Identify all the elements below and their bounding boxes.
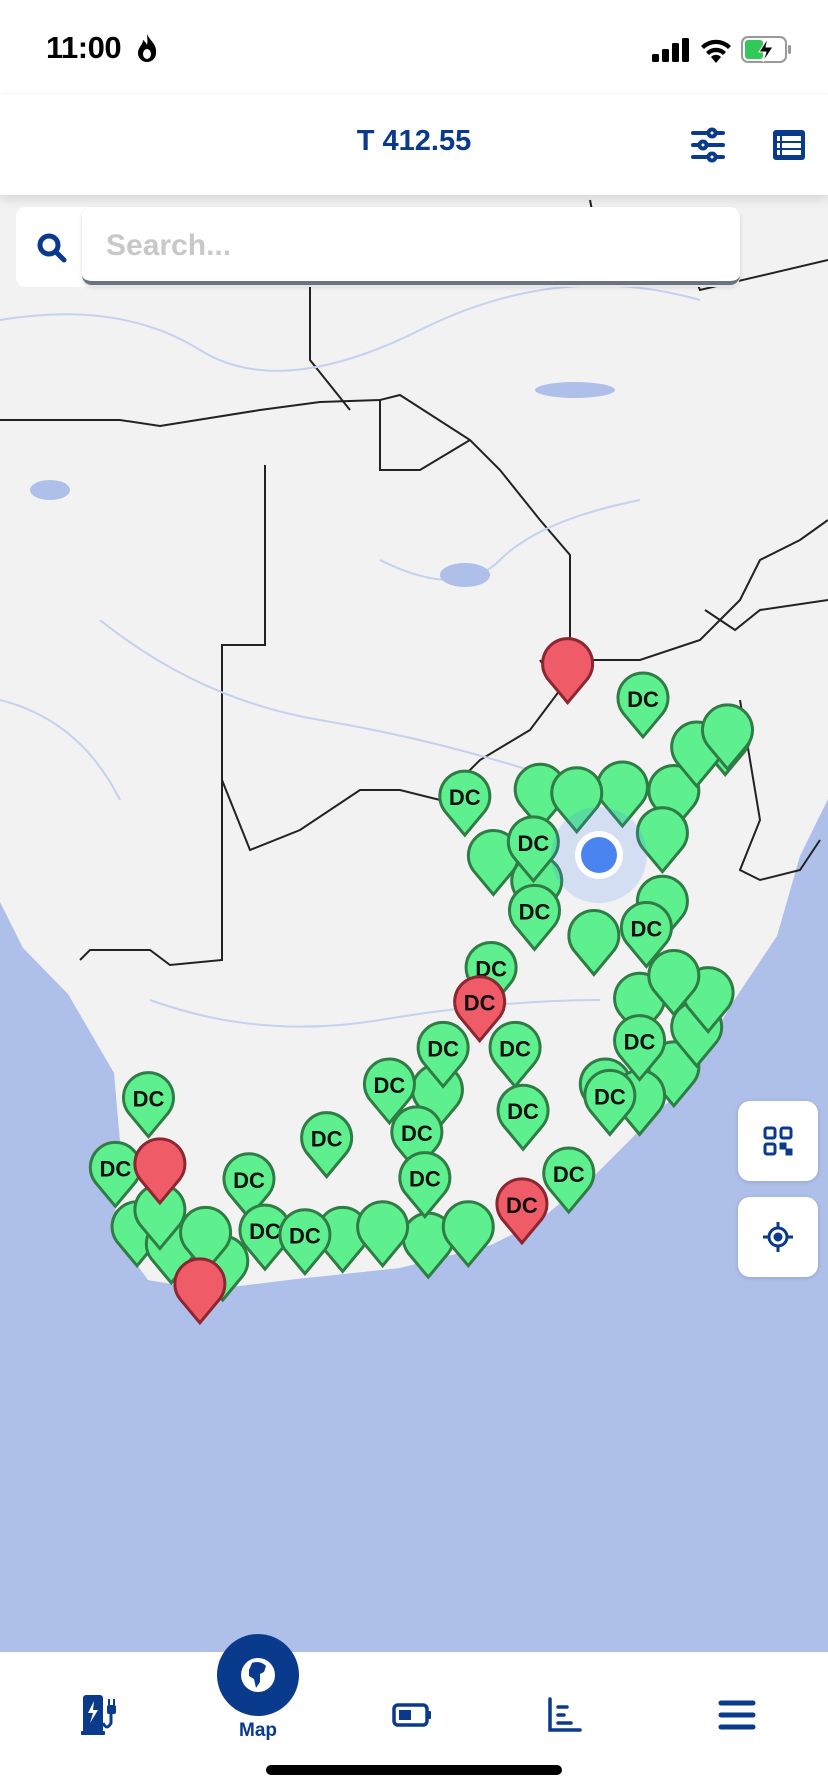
charger-marker-unavailable[interactable]: DC <box>453 975 507 1044</box>
charger-marker-available[interactable] <box>179 1206 233 1274</box>
charger-marker-available[interactable] <box>647 949 701 1017</box>
marker-label: DC <box>553 1162 585 1187</box>
charger-marker-available[interactable] <box>635 806 689 875</box>
battery-charging-icon <box>741 36 791 63</box>
home-indicator <box>266 1765 562 1775</box>
search-input[interactable]: Search... <box>82 207 740 285</box>
charger-marker-available[interactable] <box>567 909 621 977</box>
charger-marker-unavailable[interactable] <box>173 1257 227 1326</box>
marker-label: DC <box>99 1156 131 1181</box>
wifi-icon <box>701 39 731 63</box>
marker-label: DC <box>519 899 551 924</box>
nav-statistics[interactable] <box>535 1690 595 1740</box>
charger-marker-available[interactable]: DC <box>238 1203 292 1272</box>
locate-me-button[interactable] <box>738 1197 818 1277</box>
charger-marker-available[interactable] <box>441 1200 495 1269</box>
charger-marker-available[interactable]: DC <box>619 901 673 969</box>
lakes <box>30 382 615 587</box>
page-title: T 412.55 <box>356 125 472 157</box>
user-location <box>551 807 647 903</box>
qr-scan-button[interactable] <box>738 1101 818 1181</box>
charger-marker-available[interactable]: DC <box>507 883 561 952</box>
marker-label: DC <box>517 831 549 856</box>
app-header: T 412.55 <box>0 95 828 195</box>
battery-icon <box>392 1703 431 1727</box>
charger-marker-unavailable[interactable] <box>541 637 595 706</box>
qr-code-icon <box>763 1126 793 1156</box>
charger-marker-available[interactable]: DC <box>416 1021 470 1089</box>
charger-marker-unavailable[interactable]: DC <box>495 1177 549 1246</box>
charger-marker-available[interactable] <box>550 766 604 835</box>
marker-label: DC <box>249 1219 281 1244</box>
charger-marker-available[interactable]: DC <box>542 1146 596 1215</box>
charger-marker-available[interactable]: DC <box>222 1152 276 1221</box>
hotspot-flame-icon <box>138 34 157 62</box>
hamburger-menu-icon <box>718 1700 756 1730</box>
marker-label: DC <box>464 991 496 1016</box>
marker-label: DC <box>289 1224 321 1249</box>
charger-marker-available[interactable]: DC <box>278 1208 332 1277</box>
charger-marker-available[interactable]: DC <box>300 1111 354 1179</box>
search-icon[interactable] <box>36 232 68 264</box>
ev-charger-icon <box>81 1695 116 1735</box>
charger-marker-available[interactable]: DC <box>496 1083 550 1152</box>
charger-marker-available[interactable]: DC <box>506 815 560 884</box>
charger-marker-available[interactable]: DC <box>121 1071 175 1140</box>
marker-label: DC <box>233 1168 265 1193</box>
nav-map[interactable] <box>217 1634 299 1716</box>
crosshair-icon <box>763 1222 793 1252</box>
charger-marker-available[interactable]: DC <box>613 1014 667 1082</box>
marker-label: DC <box>374 1073 406 1098</box>
charger-marker-available[interactable] <box>701 703 754 772</box>
country-borders <box>0 199 828 967</box>
status-time: 11:00 <box>46 30 122 65</box>
charger-marker-available[interactable]: DC <box>362 1057 416 1126</box>
marker-label: DC <box>133 1087 165 1112</box>
charger-marker-unavailable[interactable] <box>133 1137 187 1206</box>
bar-chart-icon <box>548 1697 582 1732</box>
marker-label: DC <box>507 1099 539 1124</box>
marker-label: DC <box>449 785 481 810</box>
marker-label: DC <box>427 1036 459 1061</box>
charger-marker-available[interactable] <box>356 1200 410 1269</box>
marker-label: DC <box>311 1127 343 1152</box>
charger-marker-available[interactable]: DC <box>88 1140 142 1209</box>
bottom-nav: Map <box>0 1634 828 1792</box>
charger-marker-available[interactable]: DC <box>616 671 670 740</box>
marker-label: DC <box>409 1167 441 1192</box>
charger-marker-available[interactable]: DC <box>583 1068 637 1137</box>
ocean <box>0 799 828 1652</box>
marker-label: DC <box>631 917 663 942</box>
marker-label: DC <box>594 1084 626 1109</box>
nav-map-label: Map <box>239 1720 277 1741</box>
nav-chargers[interactable] <box>70 1690 130 1740</box>
marker-label: DC <box>401 1121 433 1146</box>
sliders-icon[interactable] <box>690 127 726 163</box>
charger-marker-available[interactable]: DC <box>398 1151 452 1219</box>
charger-marker-available[interactable]: DC <box>438 769 492 838</box>
globe-africa-icon <box>241 1658 275 1692</box>
nav-menu[interactable] <box>707 1690 767 1740</box>
list-view-icon[interactable] <box>771 127 807 163</box>
nav-battery[interactable] <box>382 1690 442 1740</box>
marker-label: DC <box>627 687 659 712</box>
signal-icon <box>652 38 689 62</box>
charger-marker-available[interactable]: DC <box>488 1021 542 1089</box>
marker-label: DC <box>624 1030 656 1055</box>
marker-label: DC <box>506 1193 538 1218</box>
map-view[interactable]: DC DC DC DC DC DC DC DC DC DC DC DC DC DC DC DC DC DC DC DC… <box>0 195 828 1652</box>
search-bar: Search... <box>16 207 740 287</box>
marker-label: DC <box>499 1036 531 1061</box>
status-bar: 11:00 <box>0 0 828 95</box>
